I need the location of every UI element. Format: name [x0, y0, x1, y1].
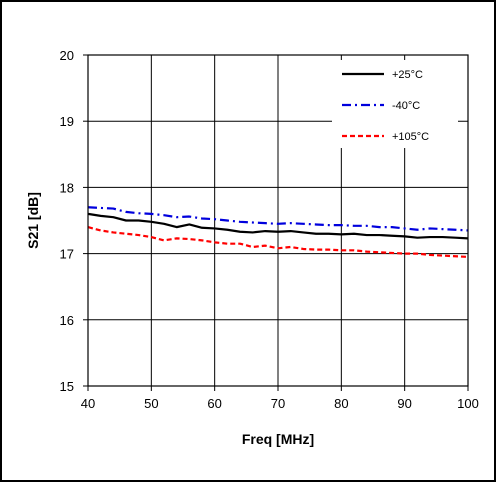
x-tick-label: 70: [271, 396, 285, 411]
legend: +25°C -40°C +105°C: [332, 60, 458, 148]
legend-label-1: +25°C: [392, 69, 423, 81]
y-tick-labels: 15 16 17 18 19 20: [60, 48, 74, 394]
y-tick-label: 16: [60, 313, 74, 328]
x-tick-label: 100: [457, 396, 479, 411]
x-axis-title: Freq [MHz]: [242, 431, 314, 447]
x-tick-labels: 40 50 60 70 80 90 100: [81, 396, 479, 411]
y-tick-label: 19: [60, 114, 74, 129]
legend-label-2: -40°C: [392, 100, 420, 112]
x-tick-label: 60: [207, 396, 221, 411]
series-line-1: [87, 212, 469, 240]
y-tick-label: 17: [60, 247, 74, 262]
series-line-3: [87, 226, 469, 259]
x-tick-label: 40: [81, 396, 95, 411]
series-line-2: [87, 206, 469, 232]
x-tick-label: 50: [144, 396, 158, 411]
y-tick-label: 20: [60, 48, 74, 63]
x-tick-label: 90: [397, 396, 411, 411]
y-tick-label: 18: [60, 180, 74, 195]
series-layer: [87, 206, 469, 259]
legend-label-3: +105°C: [392, 131, 429, 143]
tick-marks: [83, 54, 469, 391]
x-tick-label: 80: [334, 396, 348, 411]
y-axis-title: S21 [dB]: [25, 192, 41, 249]
y-tick-label: 15: [60, 379, 74, 394]
